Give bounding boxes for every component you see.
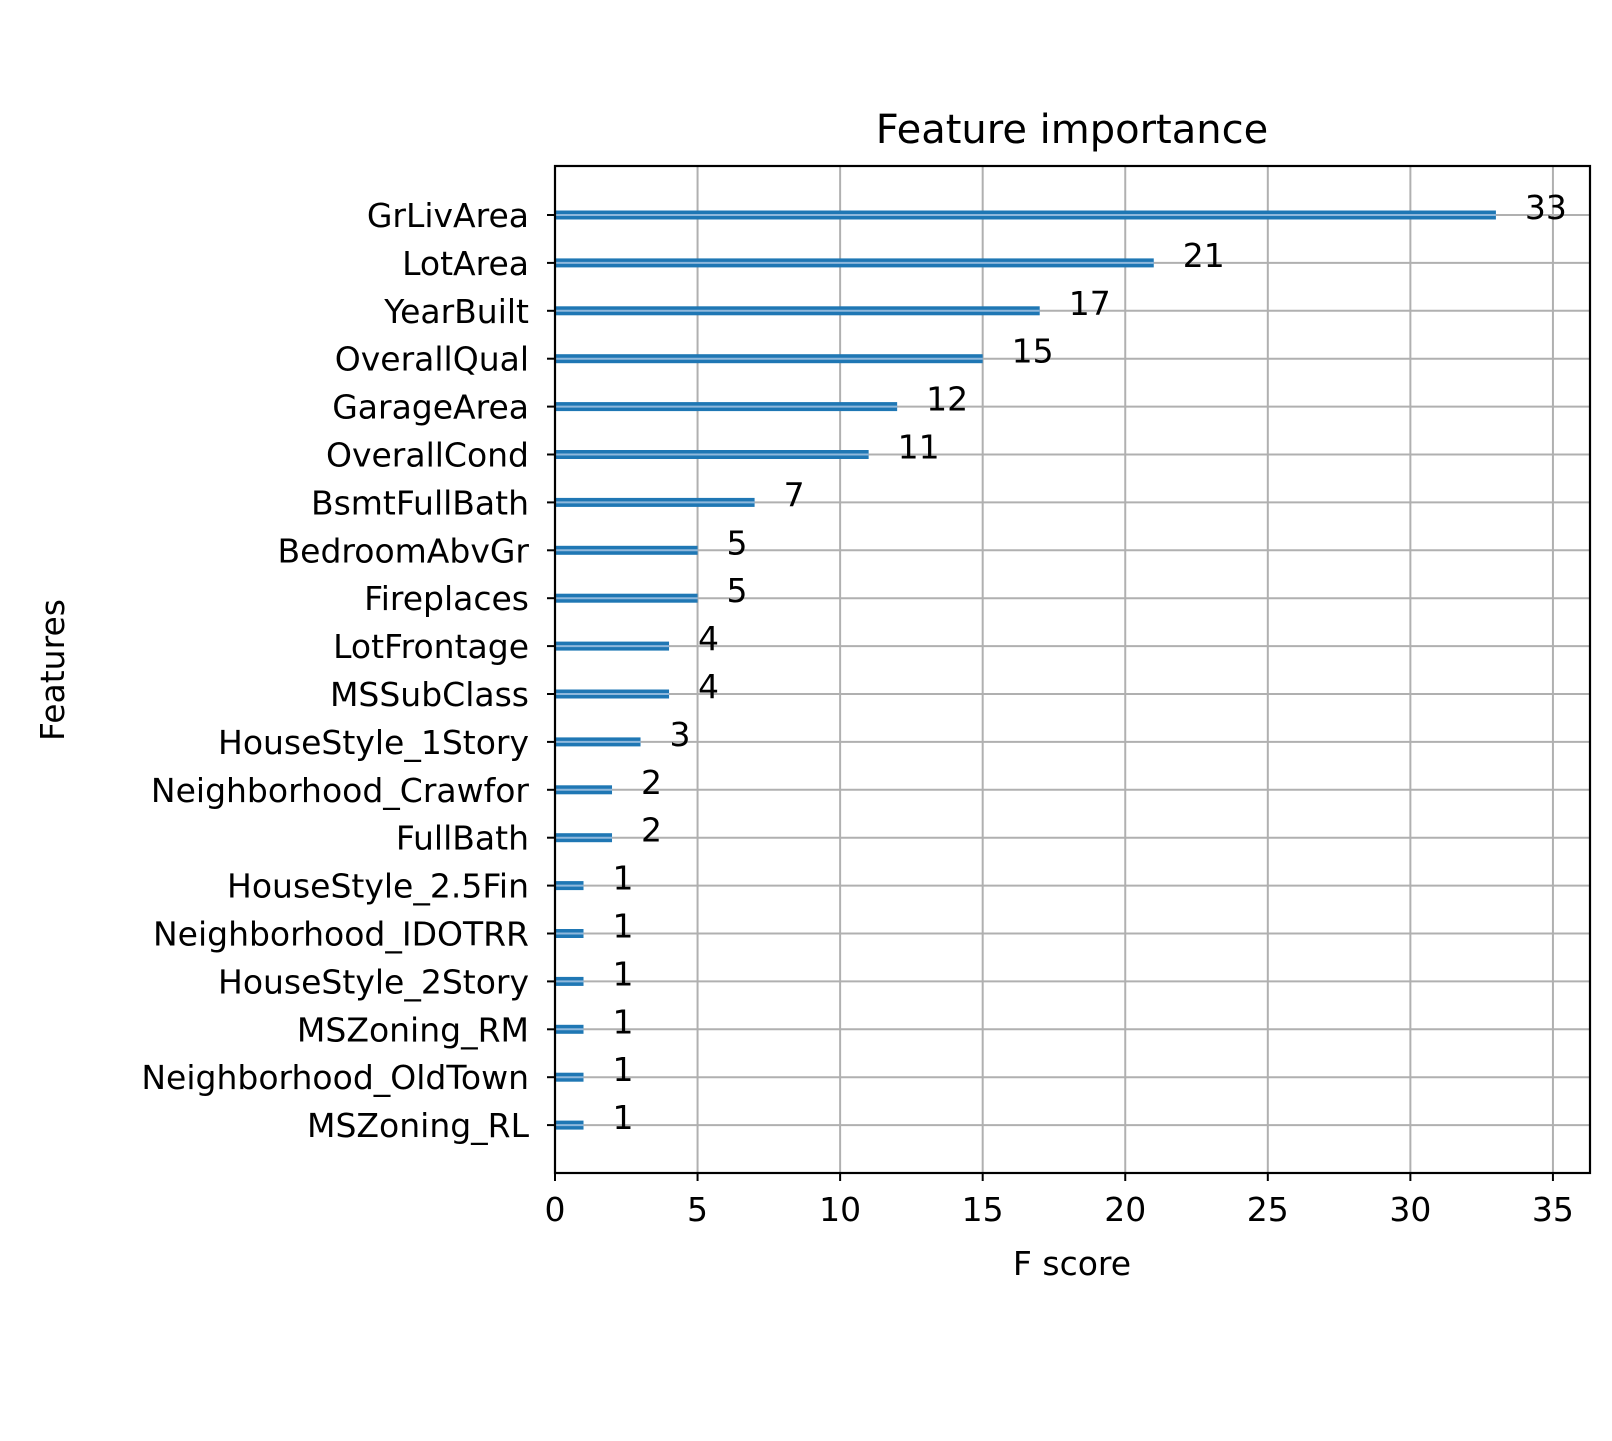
- x-tick-label: 25: [1247, 1190, 1289, 1229]
- x-axis-label: F score: [1013, 1244, 1131, 1283]
- bar-value-label: 2: [641, 811, 662, 850]
- bar-value-label: 4: [698, 667, 719, 706]
- y-tick-label: GrLivArea: [367, 196, 529, 235]
- bar-value-label: 21: [1183, 236, 1225, 275]
- x-tick-label: 5: [687, 1190, 708, 1229]
- y-tick-label: MSZoning_RL: [307, 1106, 530, 1145]
- y-tick-label: OverallCond: [326, 436, 529, 475]
- bar-value-label: 2: [641, 763, 662, 802]
- bar-value-label: 7: [784, 475, 805, 514]
- x-tick-label: 30: [1389, 1190, 1431, 1229]
- bar-layer: [555, 210, 1496, 1130]
- x-tick-label: 15: [962, 1190, 1004, 1229]
- x-tick-label: 10: [819, 1190, 861, 1229]
- bar-value-label: 11: [898, 428, 940, 467]
- bar-value-label: 3: [670, 715, 691, 754]
- bar-value-label: 15: [1012, 332, 1054, 371]
- x-tick-label: 35: [1532, 1190, 1574, 1229]
- bar-value-label: 1: [613, 954, 634, 993]
- y-tick-label: HouseStyle_1Story: [218, 723, 529, 762]
- bar-value-label: 5: [727, 523, 748, 562]
- y-tick-label: BsmtFullBath: [311, 483, 529, 522]
- y-tick-label: Neighborhood_IDOTRR: [153, 915, 529, 954]
- y-tick-label: FullBath: [396, 819, 529, 858]
- y-tick-label: GarageArea: [332, 388, 529, 427]
- y-tick-label: Neighborhood_OldTown: [141, 1058, 529, 1097]
- y-tick-label: Fireplaces: [364, 579, 529, 618]
- bar-value-label: 5: [727, 571, 748, 610]
- y-tick-label: MSZoning_RM: [297, 1010, 529, 1049]
- y-tick-label: MSSubClass: [330, 675, 529, 714]
- bar-value-label: 4: [698, 619, 719, 658]
- bar-value-label: 1: [613, 859, 634, 898]
- x-tick-label: 20: [1104, 1190, 1146, 1229]
- x-tick-label: 0: [545, 1190, 566, 1229]
- y-tick-label: HouseStyle_2Story: [218, 962, 529, 1001]
- y-tick-label: OverallQual: [335, 340, 529, 379]
- y-tick-label: HouseStyle_2.5Fin: [227, 867, 529, 906]
- plot-frame: [553, 164, 1592, 1175]
- axis-layer: GrLivArea LotArea YearBuilt OverallQual Gara…: [141, 164, 1592, 1229]
- bar-value-label: 12: [926, 380, 968, 419]
- y-tick-label: YearBuilt: [383, 292, 529, 331]
- y-tick-label: Neighborhood_Crawfor: [151, 771, 530, 810]
- y-axis-label: Features: [33, 599, 72, 741]
- y-tick-label: BedroomAbvGr: [278, 531, 530, 570]
- bar-value-label: 17: [1069, 284, 1111, 323]
- bar-value-label: 1: [613, 1002, 634, 1041]
- y-tick-label: LotFrontage: [333, 627, 529, 666]
- chart-title: Feature importance: [876, 107, 1268, 153]
- bar-value-label: 33: [1525, 188, 1567, 227]
- bar-value-label: 1: [613, 907, 634, 946]
- bar-value-label: 1: [613, 1098, 634, 1137]
- y-tick-label: LotArea: [402, 244, 529, 283]
- bar-value-label: 1: [613, 1050, 634, 1089]
